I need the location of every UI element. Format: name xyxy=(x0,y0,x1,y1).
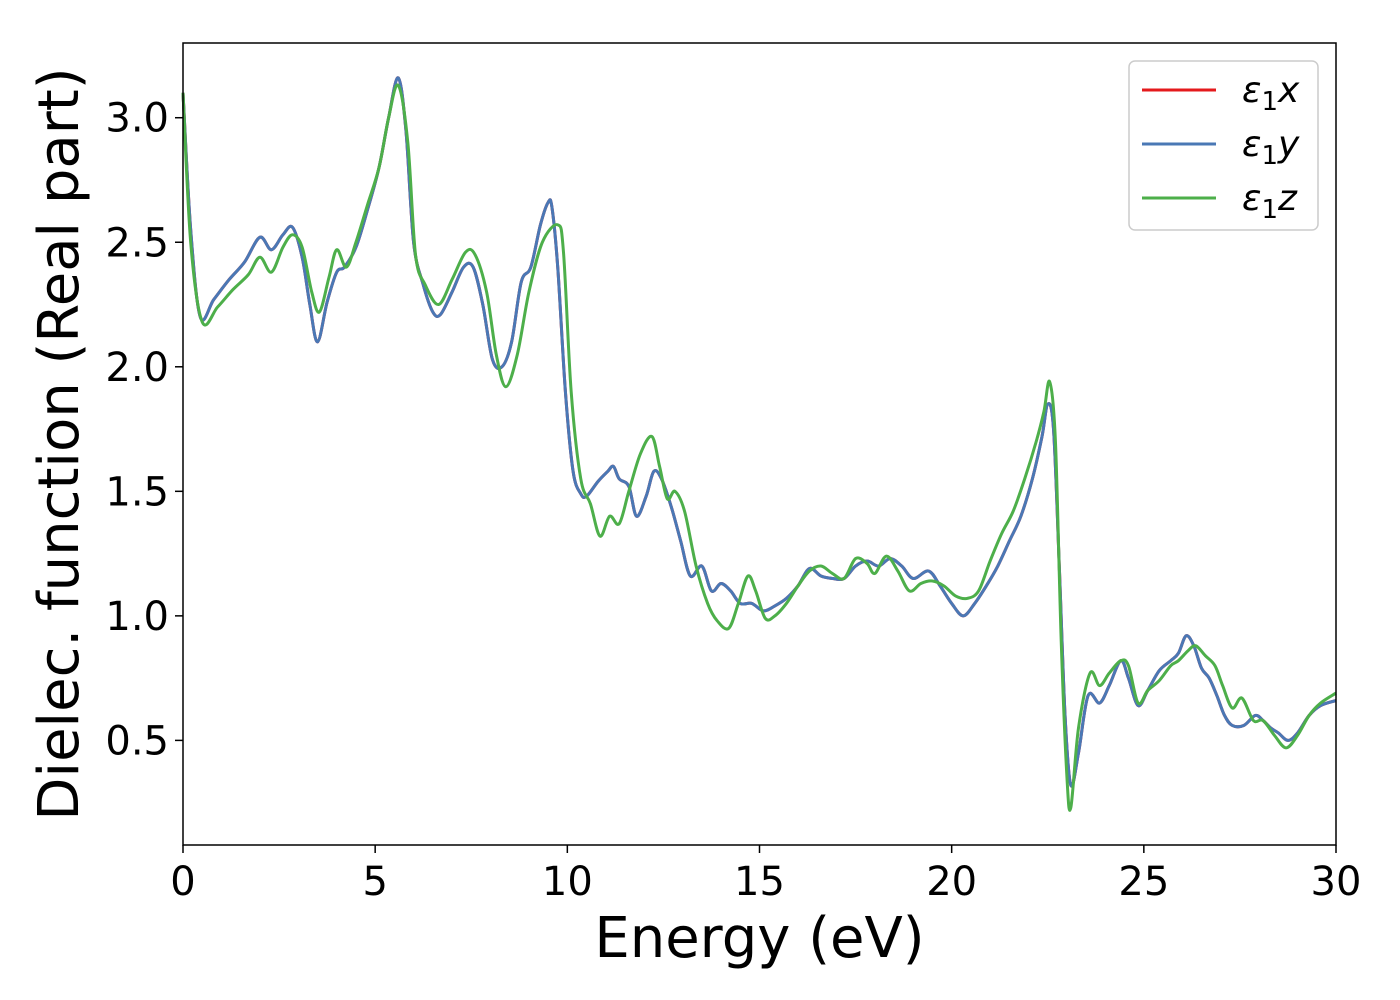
legend-subscript: 1 xyxy=(1261,141,1278,171)
legend-symbol: ε xyxy=(1242,124,1261,165)
y-axis-label: Dielec. function (Real part) xyxy=(27,67,92,820)
legend-label: ε1y xyxy=(1242,124,1300,171)
series-e1z-line xyxy=(181,83,1337,812)
legend-box xyxy=(1128,60,1319,231)
y-axis: 0.5 1.0 1.5 2.0 2.5 3.0 xyxy=(105,96,183,764)
legend-label: ε1z xyxy=(1242,178,1298,225)
legend-label: ε1x xyxy=(1242,70,1300,117)
legend-entry-e1x: ε1x xyxy=(1142,70,1300,117)
legend-variable: z xyxy=(1277,178,1298,219)
legend-symbol: ε xyxy=(1242,178,1261,219)
y-tick-label: 1.0 xyxy=(105,594,169,640)
x-tick-label: 0 xyxy=(170,859,195,905)
legend-subscript: 1 xyxy=(1261,87,1278,117)
x-tick-label: 30 xyxy=(1311,859,1362,905)
x-tick-label: 5 xyxy=(362,859,387,905)
x-axis: 0 5 10 15 20 25 30 xyxy=(170,845,1361,905)
legend-variable: x xyxy=(1277,70,1300,111)
legend-entry-e1y: ε1y xyxy=(1142,124,1300,171)
y-tick-label: 1.5 xyxy=(105,469,169,515)
x-tick-label: 25 xyxy=(1118,859,1169,905)
x-tick-label: 20 xyxy=(926,859,977,905)
y-tick-label: 2.5 xyxy=(105,220,169,266)
legend-variable: y xyxy=(1277,124,1300,165)
y-tick-label: 2.0 xyxy=(105,345,169,391)
series-layer xyxy=(181,76,1337,812)
legend-entry-e1z: ε1z xyxy=(1142,178,1298,225)
legend-symbol: ε xyxy=(1242,70,1261,111)
y-tick-label: 3.0 xyxy=(105,96,169,142)
x-tick-label: 15 xyxy=(734,859,785,905)
x-axis-label: Energy (eV) xyxy=(594,906,924,971)
y-tick-label: 0.5 xyxy=(105,718,169,764)
x-tick-label: 10 xyxy=(542,859,593,905)
legend-subscript: 1 xyxy=(1261,195,1278,225)
